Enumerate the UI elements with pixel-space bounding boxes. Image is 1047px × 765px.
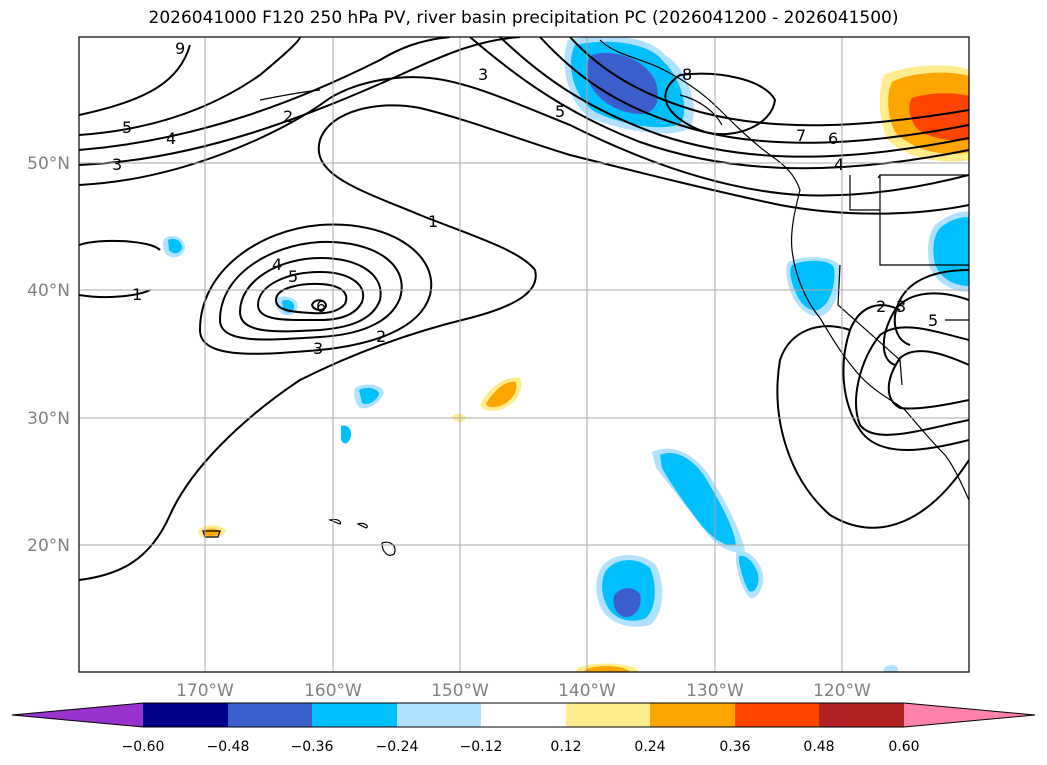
lat-label-50n: 50°N [27,154,70,174]
map-frame [78,36,970,673]
contour-label: 3 [896,297,906,316]
contour-label: 5 [122,118,132,137]
map-panel: 9 5 4 3 2 3 5 8 7 6 4 1 4 5 6 3 2 1 2 3 … [78,36,970,673]
map-title: 2026041000 F120 250 hPa PV, river basin … [148,8,899,28]
colorbar-segment [143,703,228,727]
contour-label: 3 [112,155,122,174]
latitude-labels: 50°N 40°N 30°N 20°N [27,154,70,556]
colorbar-tick-label: 0.12 [550,739,581,755]
colorbar-extend-left [12,703,143,727]
colorbar-tick-label: 0.36 [719,739,750,755]
lon-label-170w: 170°W [176,681,234,701]
lon-label-140w: 140°W [558,681,616,701]
colorbar-segment [819,703,904,727]
colorbar-segment [566,703,650,727]
colorbar-segment [397,703,481,727]
longitude-labels: 170°W 160°W 150°W 140°W 130°W 120°W [176,681,871,701]
contour-label: 1 [428,212,438,231]
colorbar-outline [11,702,1036,728]
graticule [79,37,969,672]
contour-label: 4 [272,255,282,274]
colorbar-tick-label: 0.60 [888,739,919,755]
colorbar-tick-label: −0.24 [376,739,419,755]
colorbar-ticks: −0.60 −0.48 −0.36 −0.24 −0.12 0.12 0.24 … [122,739,920,755]
contour-label: 9 [175,39,185,58]
contour-label: 2 [876,297,886,316]
lat-label-20n: 20°N [27,536,70,556]
pv-contours [79,37,969,581]
contour-label: 1 [132,285,142,304]
lon-label-130w: 130°W [686,681,744,701]
contour-label: 7 [796,126,806,145]
contour-label: 2 [376,327,386,346]
lat-label-40n: 40°N [27,281,70,301]
colorbar-segment [735,703,819,727]
lon-label-160w: 160°W [304,681,362,701]
colorbar-tick-label: 0.48 [803,739,834,755]
colorbar-tick-label: −0.36 [291,739,334,755]
contour-label: 4 [166,129,176,148]
colorbar-segment [228,703,312,727]
colorbar: −0.60 −0.48 −0.36 −0.24 −0.12 0.12 0.24 … [11,702,1036,755]
colorbar-tick-label: −0.60 [122,739,165,755]
contour-label: 6 [316,297,326,316]
contour-label: 5 [555,102,565,121]
colorbar-segment [481,703,566,727]
contour-label: 2 [283,107,293,126]
colorbar-extend-right [904,703,1035,727]
contour-label: 6 [828,129,838,148]
colorbar-tick-label: −0.48 [207,739,250,755]
lat-label-30n: 30°N [27,409,70,429]
contour-label: 5 [288,267,298,286]
contour-label: 3 [478,65,488,84]
contour-label: 3 [313,339,323,358]
contour-label: 8 [682,65,692,84]
colorbar-segment [650,703,735,727]
lon-label-120w: 120°W [813,681,871,701]
lon-label-150w: 150°W [431,681,489,701]
contour-labels: 9 5 4 3 2 3 5 8 7 6 4 1 4 5 6 3 2 1 2 3 … [112,39,938,358]
colorbar-tick-label: −0.12 [460,739,503,755]
colorbar-tick-label: 0.24 [634,739,665,755]
contour-label: 5 [928,311,938,330]
colorbar-segment [312,703,397,727]
contour-label: 4 [834,155,844,174]
